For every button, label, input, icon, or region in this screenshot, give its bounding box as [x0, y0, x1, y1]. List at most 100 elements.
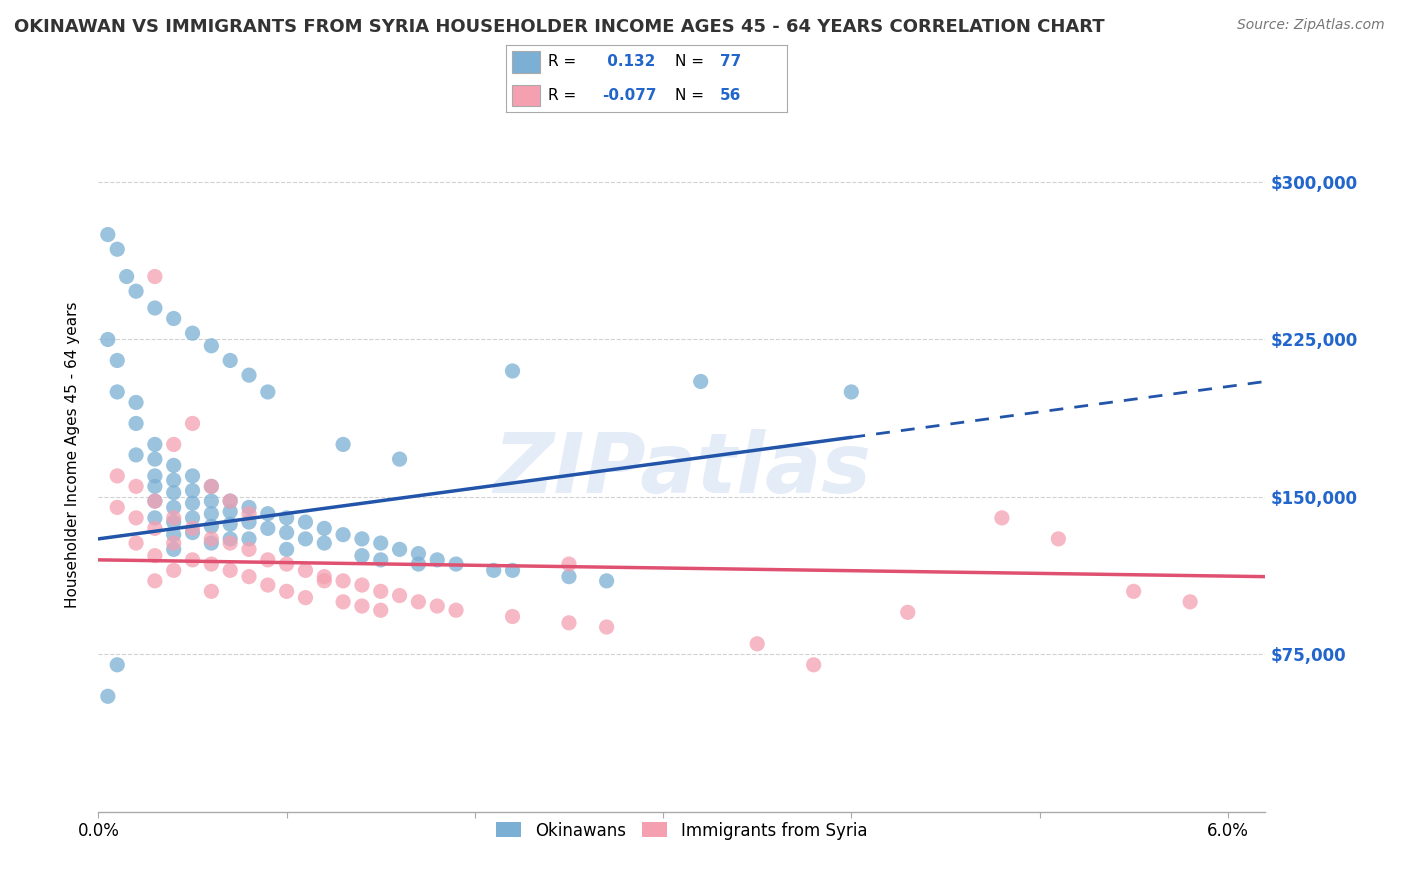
- Point: [181, 525, 204, 540]
- Point: [219, 353, 242, 368]
- Point: [256, 553, 278, 567]
- Point: [181, 469, 204, 483]
- Point: [105, 384, 128, 399]
- Point: [314, 536, 336, 550]
- FancyBboxPatch shape: [512, 85, 540, 106]
- Point: [143, 469, 166, 483]
- Point: [747, 637, 769, 651]
- Point: [294, 591, 316, 605]
- Point: [97, 690, 120, 704]
- Point: [256, 521, 278, 535]
- Point: [181, 326, 204, 341]
- Point: [143, 301, 166, 315]
- Point: [897, 605, 920, 619]
- Legend: Okinawans, Immigrants from Syria: Okinawans, Immigrants from Syria: [489, 815, 875, 847]
- Point: [558, 557, 581, 571]
- Point: [219, 494, 242, 508]
- Point: [350, 549, 373, 563]
- Point: [370, 553, 392, 567]
- Point: [502, 364, 524, 378]
- Point: [125, 536, 148, 550]
- Point: [350, 578, 373, 592]
- Point: [125, 448, 148, 462]
- Point: [332, 527, 354, 541]
- Point: [408, 557, 430, 571]
- Point: [294, 563, 316, 577]
- Point: [143, 269, 166, 284]
- Point: [558, 615, 581, 630]
- Point: [238, 532, 260, 546]
- Point: [238, 515, 260, 529]
- Point: [256, 507, 278, 521]
- Point: [181, 496, 204, 510]
- Point: [125, 284, 148, 298]
- Point: [426, 553, 449, 567]
- Point: [115, 269, 138, 284]
- Point: [200, 479, 222, 493]
- Point: [181, 483, 204, 498]
- Point: [163, 437, 186, 451]
- Text: OKINAWAN VS IMMIGRANTS FROM SYRIA HOUSEHOLDER INCOME AGES 45 - 64 YEARS CORRELAT: OKINAWAN VS IMMIGRANTS FROM SYRIA HOUSEH…: [14, 18, 1105, 36]
- Point: [256, 578, 278, 592]
- Text: 0.132: 0.132: [602, 54, 655, 70]
- Point: [238, 500, 260, 515]
- Point: [163, 500, 186, 515]
- Point: [200, 519, 222, 533]
- Point: [238, 542, 260, 557]
- Text: N =: N =: [675, 88, 709, 103]
- Point: [1178, 595, 1201, 609]
- Point: [181, 521, 204, 535]
- Point: [143, 452, 166, 467]
- Point: [238, 569, 260, 583]
- Point: [238, 368, 260, 383]
- Point: [97, 227, 120, 242]
- Point: [408, 547, 430, 561]
- Point: [125, 417, 148, 431]
- Point: [839, 384, 862, 399]
- Point: [200, 494, 222, 508]
- Point: [219, 505, 242, 519]
- Point: [370, 536, 392, 550]
- Point: [502, 609, 524, 624]
- Point: [143, 521, 166, 535]
- Text: R =: R =: [548, 54, 582, 70]
- Point: [105, 242, 128, 256]
- Point: [163, 511, 186, 525]
- Point: [276, 511, 298, 525]
- Point: [97, 333, 120, 347]
- Point: [181, 553, 204, 567]
- Point: [163, 527, 186, 541]
- Point: [200, 339, 222, 353]
- Point: [163, 515, 186, 529]
- Point: [502, 563, 524, 577]
- Point: [332, 595, 354, 609]
- Point: [125, 395, 148, 409]
- Point: [595, 574, 617, 588]
- Point: [426, 599, 449, 613]
- Point: [219, 536, 242, 550]
- Point: [803, 657, 825, 672]
- Point: [181, 511, 204, 525]
- Point: [558, 569, 581, 583]
- Point: [332, 574, 354, 588]
- Point: [388, 589, 411, 603]
- Y-axis label: Householder Income Ages 45 - 64 years: Householder Income Ages 45 - 64 years: [65, 301, 80, 608]
- Point: [181, 417, 204, 431]
- Point: [1122, 584, 1144, 599]
- Point: [256, 384, 278, 399]
- Point: [370, 603, 392, 617]
- Point: [143, 494, 166, 508]
- Point: [408, 595, 430, 609]
- Point: [482, 563, 505, 577]
- Point: [200, 479, 222, 493]
- Point: [1047, 532, 1070, 546]
- Point: [143, 479, 166, 493]
- Text: 77: 77: [720, 54, 741, 70]
- Point: [314, 569, 336, 583]
- Point: [444, 557, 467, 571]
- Text: ZIPatlas: ZIPatlas: [494, 429, 870, 509]
- Point: [143, 549, 166, 563]
- Point: [314, 521, 336, 535]
- Point: [200, 536, 222, 550]
- Point: [163, 311, 186, 326]
